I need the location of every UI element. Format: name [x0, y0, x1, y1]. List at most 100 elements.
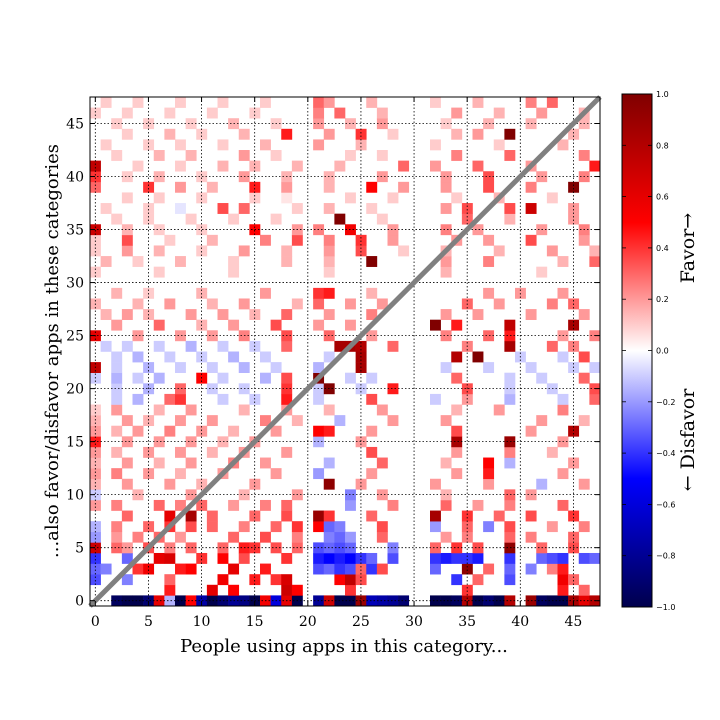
- heatmap-cell: [461, 521, 473, 533]
- heatmap-cell: [217, 436, 229, 448]
- heatmap-cell: [483, 478, 495, 490]
- heatmap-cell: [483, 468, 495, 480]
- heatmap-cell: [249, 160, 261, 172]
- heatmap-cell: [568, 457, 580, 469]
- heatmap-cell: [504, 436, 516, 448]
- heatmap-cell: [323, 97, 335, 108]
- heatmap-cell: [185, 563, 197, 575]
- heatmap-cell: [185, 542, 197, 554]
- heatmap-cell: [217, 372, 229, 384]
- heatmap-cell: [228, 531, 240, 543]
- heatmap-cell: [366, 372, 378, 384]
- heatmap-cell: [238, 203, 250, 214]
- heatmap-cell: [376, 531, 388, 543]
- heatmap-cell: [504, 574, 516, 586]
- heatmap-cell: [504, 563, 516, 575]
- heatmap-cell: [345, 584, 356, 596]
- heatmap-cell: [546, 340, 558, 352]
- heatmap-cell: [153, 150, 165, 161]
- heatmap-cell: [504, 489, 516, 501]
- diagonal-line: [88, 95, 602, 608]
- heatmap-cell: [440, 415, 452, 427]
- heatmap-cell: [132, 595, 144, 607]
- heatmap-cell: [291, 531, 303, 543]
- heatmap-cell: [334, 107, 346, 119]
- heatmap-cell: [164, 510, 176, 522]
- heatmap-cell: [270, 574, 282, 586]
- heatmap-cell: [143, 521, 155, 533]
- x-tick-label: 30: [405, 614, 423, 630]
- heatmap-cell: [175, 139, 186, 151]
- heatmap-cell: [291, 415, 303, 427]
- heatmap-cell: [281, 446, 293, 458]
- heatmap-cell: [90, 531, 101, 543]
- heatmap-cell: [153, 266, 165, 278]
- heatmap-cell: [196, 499, 208, 511]
- heatmap-cell: [430, 160, 441, 172]
- heatmap-cell: [217, 203, 229, 214]
- heatmap-cell: [387, 340, 399, 352]
- heatmap-cell: [578, 584, 590, 596]
- heatmap-cell: [483, 457, 495, 469]
- x-axis-title: People using apps in this category...: [180, 636, 508, 657]
- heatmap-cell: [334, 531, 346, 543]
- heatmap-cell: [323, 552, 335, 564]
- heatmap-cell: [568, 510, 580, 522]
- heatmap-cell: [121, 510, 133, 522]
- heatmap-cell: [90, 521, 101, 533]
- heatmap-cell: [536, 415, 548, 427]
- heatmap-cell: [313, 510, 325, 522]
- heatmap-cell: [440, 266, 452, 278]
- heatmap-cell: [281, 128, 293, 140]
- heatmap-cell: [111, 351, 123, 363]
- y-tick-label: 20: [66, 382, 84, 398]
- heatmap-cell: [334, 340, 346, 352]
- heatmap-cell: [504, 319, 516, 331]
- heatmap-cell: [440, 595, 452, 607]
- heatmap-cell: [206, 181, 218, 193]
- plot-frame: [89, 96, 601, 607]
- heatmap-cell: [313, 287, 325, 299]
- heatmap-cell: [111, 468, 123, 480]
- heatmap-cell: [281, 584, 293, 596]
- heatmap-cell: [546, 245, 558, 257]
- heatmap-cell: [504, 499, 516, 511]
- heatmap-cell: [90, 489, 101, 501]
- heatmap-cell: [334, 415, 346, 427]
- heatmap-cell: [451, 574, 463, 586]
- heatmap-cell: [164, 128, 176, 140]
- heatmap-cell: [323, 245, 335, 257]
- heatmap-cell: [90, 542, 101, 554]
- heatmap-cell: [493, 404, 505, 416]
- heatmap-cell: [90, 468, 101, 480]
- heatmap-cell: [217, 542, 229, 554]
- heatmap-cell: [376, 213, 388, 225]
- heatmap-cell: [281, 574, 293, 586]
- heatmap-cell: [451, 595, 463, 607]
- heatmap-cell: [270, 319, 282, 331]
- heatmap-cell: [366, 203, 378, 214]
- heatmap-cell: [175, 97, 186, 108]
- colorbar-label-favor: Favor→: [677, 213, 699, 283]
- heatmap-cell: [504, 383, 516, 395]
- heatmap-cell: [132, 372, 144, 384]
- heatmap-cell: [323, 531, 335, 543]
- heatmap-cell: [323, 425, 335, 437]
- heatmap-cell: [196, 595, 208, 607]
- heatmap-cell: [143, 415, 155, 427]
- heatmap-cell: [228, 351, 240, 363]
- heatmap-cell: [430, 97, 441, 108]
- heatmap-cell: [217, 574, 229, 586]
- heatmap-cell: [90, 499, 101, 511]
- heatmap-cell: [334, 521, 346, 533]
- heatmap-cell: [440, 457, 452, 469]
- colorbar-tick-label: 0.6: [656, 193, 669, 202]
- heatmap-cell: [153, 340, 165, 352]
- heatmap-cell: [217, 160, 229, 172]
- heatmap-cell: [461, 563, 473, 575]
- heatmap-cell: [260, 97, 271, 108]
- heatmap-cell: [345, 372, 356, 384]
- heatmap-cell: [90, 234, 101, 246]
- heatmap-cell: [504, 203, 516, 214]
- heatmap-cell: [483, 256, 495, 267]
